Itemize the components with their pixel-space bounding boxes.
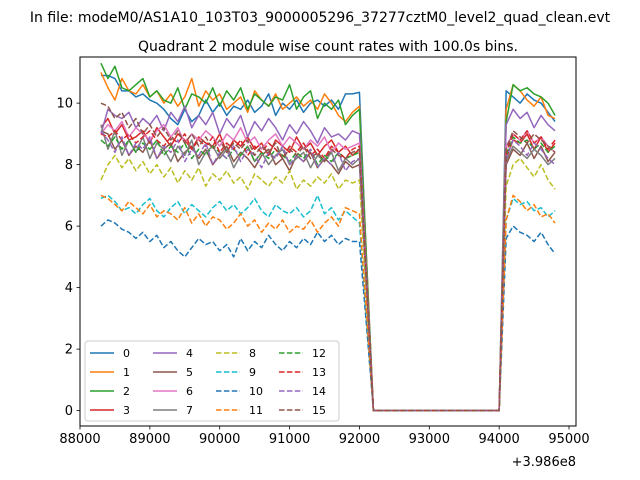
series-layer (100, 62, 556, 412)
chart-title: Quadrant 2 module wise count rates with … (138, 39, 518, 55)
x-tick-label: 89000 (129, 432, 170, 447)
legend-label-14: 14 (312, 385, 326, 398)
y-tick-label: 6 (65, 220, 73, 235)
y-tick-label: 8 (65, 158, 73, 173)
series-line-15 (100, 102, 556, 412)
y-tick-label: 4 (65, 281, 73, 296)
x-tick-label: 93000 (409, 432, 450, 447)
series-line-10 (100, 219, 556, 412)
legend-frame (84, 340, 340, 422)
legend-label-9: 9 (249, 366, 256, 379)
y-tick-label: 10 (56, 97, 73, 112)
legend-label-3: 3 (123, 404, 130, 417)
series-line-14 (100, 130, 556, 412)
x-tick-label: 94000 (478, 432, 519, 447)
x-tick-label: 88000 (59, 432, 100, 447)
x-axis: 88000 89000 90000 91000 92000 93000 94000 95000 (59, 426, 590, 447)
legend-label-6: 6 (186, 385, 193, 398)
axes-border (79, 56, 577, 427)
x-offset-label: +3.986e8 (512, 455, 576, 470)
legend-label-13: 13 (312, 366, 326, 379)
legend-label-4: 4 (186, 347, 193, 360)
x-tick-label: 90000 (199, 432, 240, 447)
legend-label-12: 12 (312, 347, 326, 360)
y-tick-label: 0 (65, 404, 73, 419)
legend-label-2: 2 (123, 385, 130, 398)
legend-label-1: 1 (123, 366, 130, 379)
legend-label-7: 7 (186, 404, 193, 417)
x-tick-label: 91000 (269, 432, 310, 447)
legend-label-8: 8 (249, 347, 256, 360)
series-line-12 (100, 136, 556, 412)
legend-label-0: 0 (123, 347, 130, 360)
x-tick-label: 92000 (339, 432, 380, 447)
figure-suptitle: In file: modeM0/AS1A10_103T03_9000005296… (30, 10, 611, 26)
legend-label-11: 11 (249, 404, 263, 417)
y-tick-label: 2 (65, 343, 73, 358)
legend-label-15: 15 (312, 404, 326, 417)
series-line-8 (100, 154, 556, 412)
x-tick-label: 95000 (548, 432, 589, 447)
legend-label-5: 5 (186, 366, 193, 379)
y-axis: 0 2 4 6 8 10 (56, 97, 80, 419)
legend-label-10: 10 (249, 385, 263, 398)
